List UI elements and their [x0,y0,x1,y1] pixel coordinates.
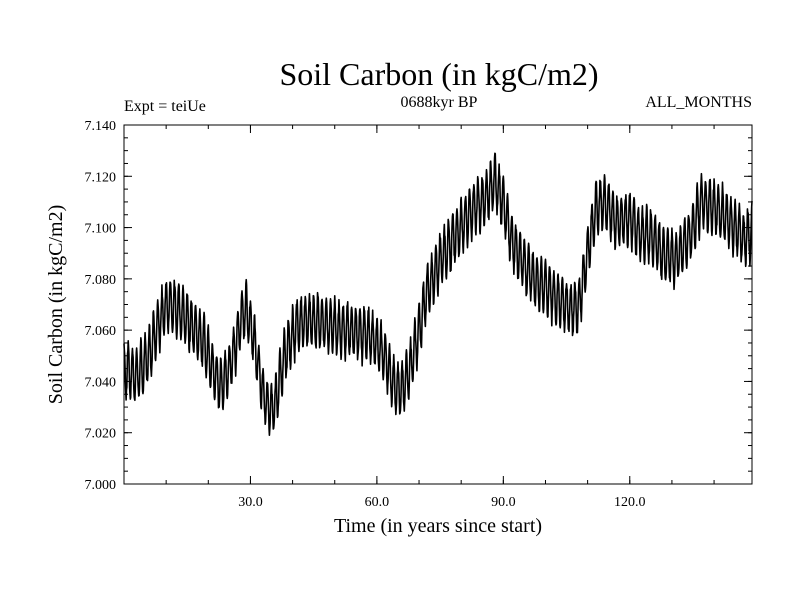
y-tick-label: 7.000 [85,478,117,493]
soil-carbon-line [123,152,753,437]
y-tick-label: 7.100 [85,222,117,237]
months-label: ALL_MONTHS [645,94,752,111]
chart-subtitle: 0688kyr BP [400,94,478,111]
plot-frame [123,124,753,485]
chart-title: Soil Carbon (in kgC/m2) [279,56,599,92]
y-axis-title: Soil Carbon (in kgC/m2) [45,205,67,404]
y-tick-label: 7.080 [85,273,117,288]
y-tick-label: 7.060 [85,324,117,339]
x-tick-label: 60.0 [365,495,390,510]
y-tick-label: 7.020 [85,427,117,442]
x-tick-label: 30.0 [238,495,263,510]
experiment-label: Expt = teiUe [124,98,206,115]
x-tick-label: 90.0 [491,495,516,510]
x-axis-title: Time (in years since start) [334,515,542,537]
y-tick-label: 7.140 [85,119,117,134]
y-tick-label: 7.120 [85,170,117,185]
x-tick-label: 120.0 [614,495,646,510]
y-tick-label: 7.040 [85,375,117,390]
